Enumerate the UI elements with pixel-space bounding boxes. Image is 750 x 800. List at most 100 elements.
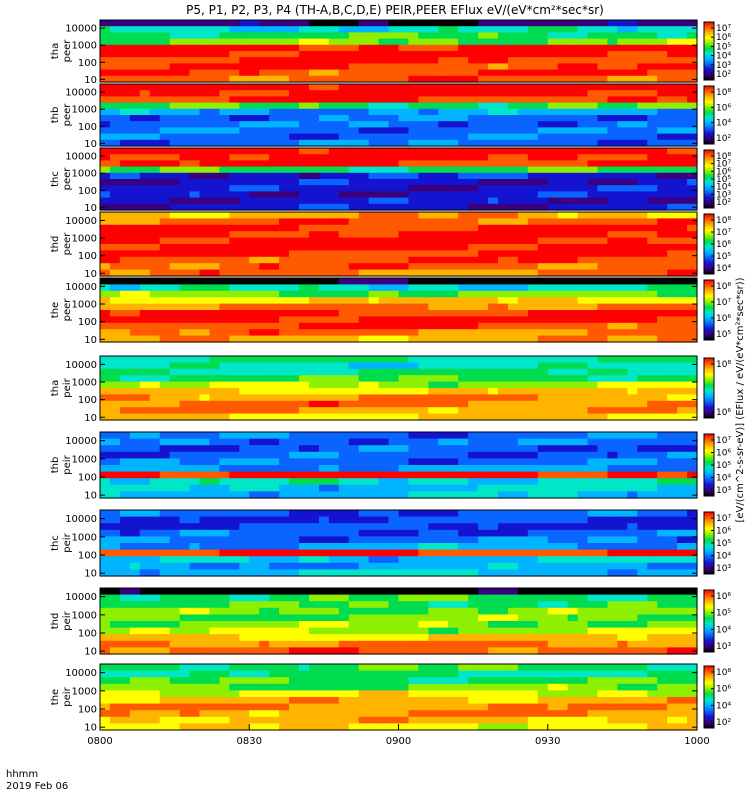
heatmap-cell (109, 139, 121, 147)
heatmap-cell (328, 203, 340, 211)
heatmap-cell (567, 516, 579, 524)
heatmap-cell (647, 26, 658, 33)
heatmap-cell (677, 400, 688, 408)
heatmap-cell (657, 529, 668, 537)
heatmap-cell (189, 84, 201, 91)
heatmap-cell (249, 445, 260, 453)
heatmap-cell (289, 335, 300, 343)
y-tick-label: 1000 (72, 234, 97, 245)
heatmap-cell (597, 38, 609, 46)
heatmap-cell (308, 154, 320, 161)
heatmap-cell (289, 322, 300, 330)
heatmap-cell (348, 510, 360, 518)
heatmap-cell (119, 543, 131, 551)
heatmap-cell (308, 166, 320, 174)
heatmap-cell (597, 523, 609, 531)
heatmap-cell (468, 432, 479, 440)
heatmap-cell (259, 484, 270, 492)
heatmap-cell (517, 139, 529, 147)
heatmap-cell (388, 484, 400, 492)
heatmap-cell (647, 172, 658, 180)
heatmap-cell (100, 212, 111, 219)
heatmap-cell (279, 465, 290, 473)
heatmap-cell (448, 310, 459, 317)
heatmap-cell (567, 297, 579, 305)
heatmap-cell (378, 75, 390, 83)
heatmap-cell (139, 90, 151, 97)
heatmap-cell (199, 413, 211, 421)
heatmap-cell (498, 102, 509, 110)
heatmap-cell (209, 400, 220, 408)
heatmap-cell (368, 510, 380, 518)
heatmap-cell (129, 562, 141, 570)
heatmap-cell (229, 569, 240, 577)
heatmap-cell (189, 491, 201, 499)
heatmap-cell (677, 322, 688, 330)
heatmap-cell (109, 179, 121, 186)
heatmap-cell (378, 26, 390, 33)
heatmap-cell (468, 556, 479, 564)
heatmap-cell (428, 102, 439, 110)
heatmap-cell (527, 536, 539, 544)
heatmap-cell (249, 310, 260, 317)
heatmap-cell (408, 407, 419, 415)
heatmap-cell (647, 516, 658, 524)
heatmap-cell (249, 356, 260, 363)
heatmap-cell (527, 407, 539, 415)
heatmap-cell (289, 303, 300, 311)
colorbar-tick-label: 10² (716, 134, 731, 144)
heatmap-cell (657, 284, 668, 292)
heatmap-cell (219, 529, 230, 537)
heatmap-cell (299, 471, 310, 479)
heatmap-cell (229, 413, 240, 421)
heatmap-cell (687, 394, 698, 402)
heatmap-cell (179, 212, 191, 219)
heatmap-cell (239, 51, 250, 58)
heatmap-cell (358, 172, 370, 180)
heatmap-cell (448, 263, 459, 271)
heatmap-cell (418, 529, 429, 537)
heatmap-cell (547, 316, 559, 324)
heatmap-cell (458, 381, 469, 389)
heatmap-cell (597, 388, 609, 395)
heatmap-cell (348, 203, 360, 211)
heatmap-cell (219, 569, 230, 577)
heatmap-cell (438, 84, 449, 91)
heatmap-cell (229, 523, 240, 531)
heatmap-cell (378, 51, 390, 58)
heatmap-cell (318, 543, 330, 551)
heatmap-cell (100, 133, 111, 141)
heatmap-cell (109, 26, 121, 33)
heatmap-cell (617, 465, 628, 473)
heatmap-cell (189, 562, 201, 570)
heatmap-cell (567, 413, 579, 421)
heatmap-cell (468, 451, 479, 459)
heatmap-cell (388, 203, 400, 211)
heatmap-cell (109, 407, 121, 415)
heatmap-cell (607, 516, 618, 524)
heatmap-cell (348, 458, 360, 466)
panel-label-probe: thd (50, 236, 61, 253)
heatmap-cell (438, 569, 449, 577)
heatmap-cell (527, 465, 539, 473)
heatmap-cell (189, 20, 201, 27)
heatmap-cell (119, 148, 131, 155)
heatmap-cell (647, 556, 658, 564)
heatmap-cell (488, 316, 499, 324)
heatmap-cell (677, 231, 688, 239)
heatmap-cell (209, 212, 220, 219)
heatmap-cell (388, 536, 400, 544)
heatmap-cell (348, 329, 360, 337)
heatmap-cell (547, 172, 559, 180)
heatmap-cell (517, 432, 529, 440)
heatmap-cell (408, 310, 419, 317)
heatmap-cell (537, 20, 549, 27)
heatmap-cell (418, 407, 429, 415)
heatmap-cell (617, 536, 628, 544)
heatmap-cell (368, 413, 380, 421)
heatmap-cell (358, 84, 370, 91)
heatmap-cell (577, 356, 589, 363)
heatmap-cell (179, 549, 191, 557)
heatmap-cell (239, 388, 250, 395)
heatmap-cell (129, 20, 141, 27)
